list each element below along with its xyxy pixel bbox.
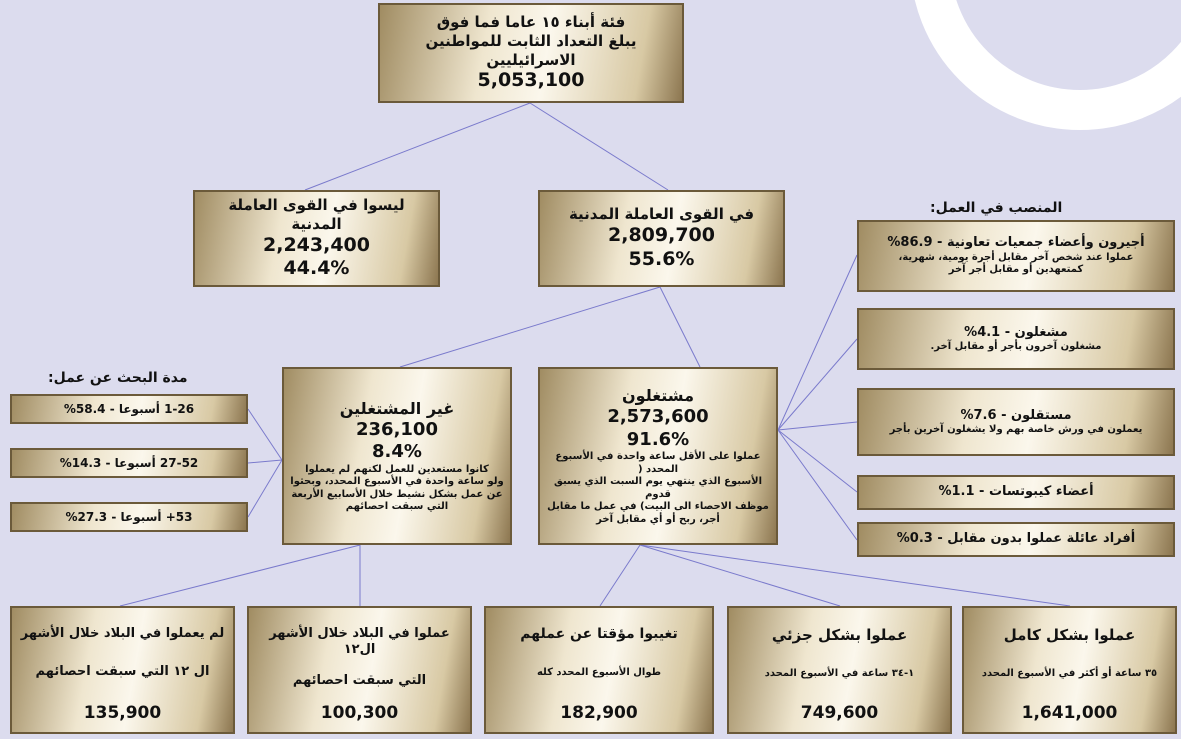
section-heading: مدة البحث عن عمل: <box>48 370 188 386</box>
node-text: ١-٣٤ ساعة في الأسبوع المحدد <box>764 667 915 679</box>
connector <box>119 544 361 607</box>
node-text: 1,641,000 <box>1021 702 1118 723</box>
node-text: في القوى العاملة المدنية <box>568 205 755 224</box>
node-box: ليسوا في القوى العاملة المدنية 2,243,400 4… <box>193 190 440 287</box>
node-text: لم يعملوا في البلاد خلال الأشهر <box>20 626 225 641</box>
node-text: طوال الأسبوع المحدد كله <box>536 666 662 678</box>
node-text: 2,809,700 <box>608 224 715 247</box>
node-box: لم يعملوا في البلاد خلال الأشهر ال ١٢ الت… <box>10 606 235 734</box>
section-heading: المنصب في العمل: <box>930 200 1063 216</box>
node-text: عملوا في البلاد خلال الأشهر ال١٢ <box>269 626 450 658</box>
node-box: عملوا في البلاد خلال الأشهر ال١٢ التي سبق… <box>247 606 472 734</box>
node-text: تغيبوا مؤقتا عن عملهم <box>520 626 678 642</box>
node-text: 44.4% <box>283 257 350 280</box>
node-text: أفراد عائلة عملوا بدون مقابل - 0.3% <box>896 531 1136 547</box>
node-text: 135,900 <box>83 702 162 723</box>
node-box: تغيبوا مؤقتا عن عملهم طوال الأسبوع المحدد… <box>484 606 714 734</box>
node-text: 53+ أسبوعا - 27.3% <box>65 509 193 524</box>
node-text: يبلغ التعداد الثابت للمواطنين الاسرائيلي… <box>425 31 637 69</box>
node-text: 55.6% <box>628 247 695 270</box>
node-text: 27-52 أسبوعا - 14.3% <box>59 455 199 470</box>
node-text: يعملون في ورش خاصة بهم ولا يشغلون آخرين … <box>889 423 1143 435</box>
node-text: فئة أبناء ١٥ عاما فما فوق <box>436 13 626 31</box>
node-text: مشغلون - 4.1% <box>964 324 1068 340</box>
node-text: مشتغلون <box>622 386 694 405</box>
connector <box>777 254 858 541</box>
node-box: عملوا بشكل جزئي ١-٣٤ ساعة في الأسبوع المح… <box>727 606 952 734</box>
node-box: أعضاء كيبوتسات - 1.1% <box>857 475 1175 510</box>
connector <box>599 544 1071 607</box>
node-box: غير المشتغلين 236,100 8.4% كانوا مستعدين لل… <box>282 367 512 545</box>
node-text: 91.6% <box>626 428 690 450</box>
node-text: 1-26 أسبوعا - 58.4% <box>63 401 195 416</box>
node-text: 100,300 <box>320 702 399 723</box>
node-text: 182,900 <box>560 702 638 723</box>
node-text: موظف الاحصاء الى البيت) في عمل ما مقابل <box>547 501 769 512</box>
node-text: الأسبوع الذي ينتهي يوم السبت الذي يسبق ق… <box>553 476 763 500</box>
node-text: 236,100 <box>356 418 438 440</box>
node-text: أعضاء كيبوتسات - 1.1% <box>938 484 1094 500</box>
node-text: عملوا بشكل كامل <box>1003 626 1136 644</box>
connector <box>304 102 669 191</box>
node-text: 749,600 <box>800 702 879 723</box>
node-text: 2,573,600 <box>607 406 709 427</box>
node-text: عملوا بشكل جزئي <box>771 626 908 644</box>
node-text: ليسوا في القوى العاملة المدنية <box>228 196 405 233</box>
node-text: 5,053,100 <box>477 69 585 92</box>
node-text: كانوا مستعدين للعمل لكنهم لم يعملوا <box>305 463 489 475</box>
node-text: عن عمل بشكل نشيط خلال الأسابيع الأربعة <box>291 488 503 500</box>
node-box: عملوا بشكل كامل ٣٥ ساعة أو أكثر في الأسبو… <box>962 606 1177 734</box>
node-box: 53+ أسبوعا - 27.3% <box>10 502 248 532</box>
node-text: كمتعهدين أو مقابل أجر آخر <box>948 264 1084 276</box>
node-text: التي سبقت احصائهم <box>292 672 427 688</box>
node-text: عملوا عند شخص آخر مقابل أجرة يومية، شهري… <box>898 251 1134 263</box>
node-text: 8.4% <box>372 441 422 462</box>
node-text: التي سبقت احصائهم <box>345 501 449 512</box>
node-box: أفراد عائلة عملوا بدون مقابل - 0.3% <box>857 522 1175 557</box>
node-text: عملوا على الأقل ساعة واحدة في الأسبوع ال… <box>555 451 761 475</box>
node-box: في القوى العاملة المدنية 2,809,700 55.6% <box>538 190 785 287</box>
node-text: مستقلون - 7.6% <box>960 407 1072 423</box>
node-text: غير المشتغلين <box>339 398 455 418</box>
node-text: ٣٥ ساعة أو أكثر في الأسبوع المحدد <box>981 667 1158 679</box>
node-text: مشغلون آخرون بأجر أو مقابل آخر. <box>930 340 1102 352</box>
connector <box>247 408 283 518</box>
node-text: أجيرون وأعضاء جمعيات تعاونية - 86.9% <box>887 235 1145 251</box>
node-box: مشغلون - 4.1% مشغلون آخرون بأجر أو مقابل … <box>857 308 1175 370</box>
node-box: فئة أبناء ١٥ عاما فما فوق يبلغ التعداد ال… <box>378 3 684 103</box>
node-box: 27-52 أسبوعا - 14.3% <box>10 448 248 478</box>
decor-circle <box>914 0 1181 130</box>
node-box: مستقلون - 7.6% يعملون في ورش خاصة بهم ولا… <box>857 388 1175 456</box>
node-box: أجيرون وأعضاء جمعيات تعاونية - 86.9% عملو… <box>857 220 1175 292</box>
node-text: 2,243,400 <box>263 233 370 256</box>
node-text: أجر، ربح أو أي مقابل آخر <box>596 513 720 525</box>
connector-lines <box>119 102 1071 607</box>
node-box: مشتغلون 2,573,600 91.6% عملوا على الأقل ساع… <box>538 367 778 545</box>
node-text: ال ١٢ التي سبقت احصائهم <box>35 664 210 680</box>
node-box: 1-26 أسبوعا - 58.4% <box>10 394 248 424</box>
node-text: ولو ساعة واحدة في الأسبوع المحدد، وبحثوا <box>290 476 504 487</box>
connector <box>399 286 701 368</box>
